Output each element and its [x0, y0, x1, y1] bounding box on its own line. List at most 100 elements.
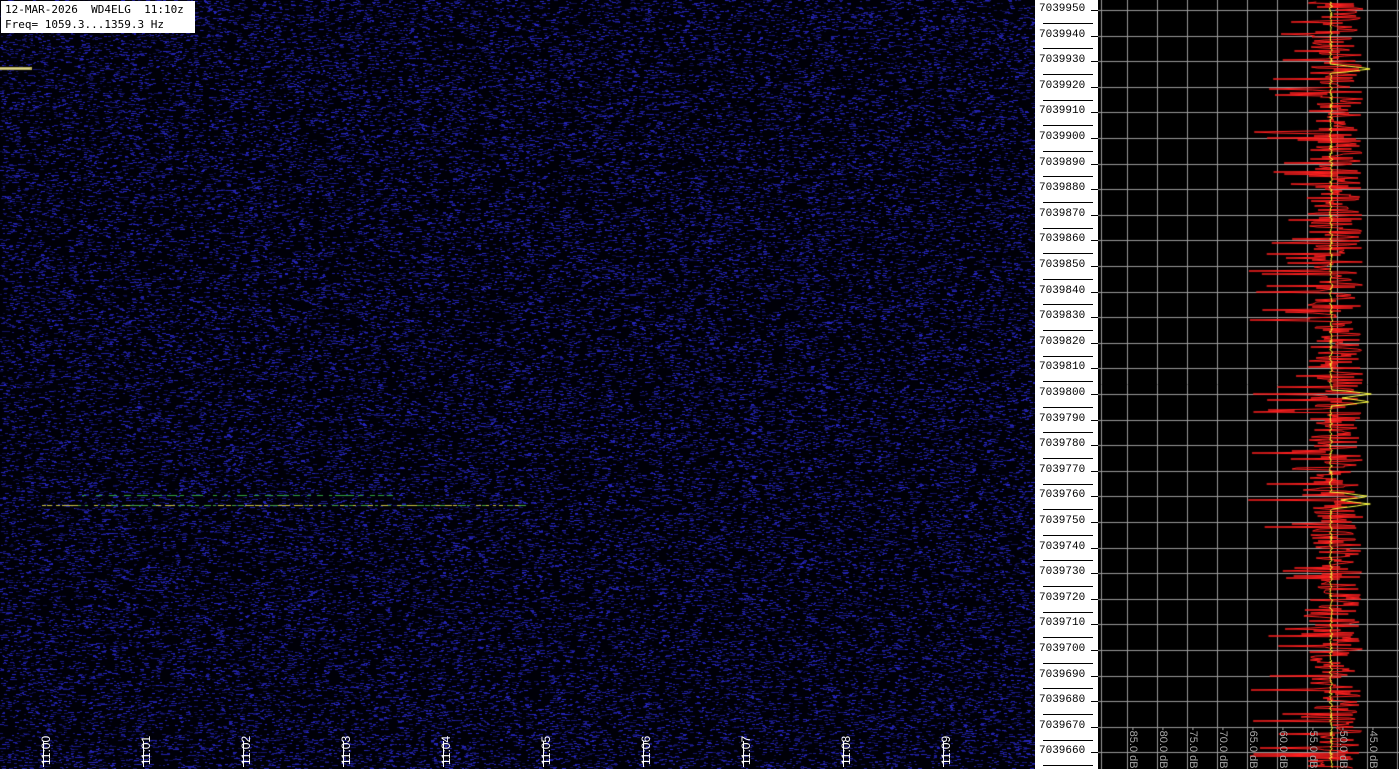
- freq-label: 7039660: [1039, 745, 1086, 758]
- freq-minor-tick: [1043, 253, 1093, 255]
- frequency-axis: 7039950 7039940 7039930 7039920 7039910 70399…: [1035, 0, 1098, 769]
- freq-label: 7039900: [1039, 131, 1086, 143]
- freq-tick: [1091, 522, 1098, 523]
- freq-label: 7039720: [1039, 591, 1086, 604]
- time-label: 11:03: [339, 735, 353, 765]
- freq-minor-tick: [1043, 662, 1093, 664]
- freq-minor-tick: [1043, 125, 1093, 127]
- freq-label: 7039890: [1039, 156, 1086, 169]
- spectrum-canvas: [1098, 0, 1399, 769]
- time-tick: [543, 741, 544, 767]
- freq-tick: [1091, 547, 1098, 549]
- freq-label: 7039680: [1039, 694, 1086, 707]
- freq-label: 7039770: [1039, 463, 1086, 476]
- freq-label: 7039950: [1039, 3, 1086, 15]
- time-tick: [143, 741, 144, 767]
- freq-minor-tick: [1043, 765, 1093, 767]
- db-label: -75.0 dB: [1187, 727, 1199, 769]
- freq-tick: [1091, 598, 1098, 600]
- freq-minor-tick: [1043, 637, 1093, 639]
- freq-minor-tick: [1043, 458, 1093, 459]
- freq-label: 7039880: [1039, 182, 1086, 195]
- waterfall-display[interactable]: 12-MAR-2026 WD4ELG 11:10z Freq= 1059.3..…: [0, 0, 1035, 769]
- db-label: -45.0 dB: [1367, 727, 1379, 769]
- freq-tick: [1091, 368, 1098, 370]
- freq-tick: [1091, 214, 1098, 216]
- freq-tick: [1091, 394, 1098, 395]
- freq-minor-tick: [1043, 534, 1093, 536]
- time-label: 11:09: [939, 735, 953, 765]
- time-tick: [343, 741, 344, 767]
- db-label: -85.0 dB: [1127, 727, 1139, 769]
- freq-tick: [1091, 163, 1098, 165]
- freq-minor-tick: [1043, 304, 1093, 306]
- freq-minor-tick: [1043, 611, 1093, 613]
- db-label: -80.0 dB: [1157, 727, 1169, 769]
- freq-label: 7039750: [1039, 515, 1086, 527]
- freq-tick: [1091, 342, 1098, 344]
- freq-tick: [1091, 419, 1098, 421]
- freq-label: 7039730: [1039, 566, 1086, 579]
- freq-tick: [1091, 61, 1098, 63]
- freq-label: 7039850: [1039, 259, 1086, 271]
- freq-tick: [1091, 317, 1098, 319]
- freq-minor-tick: [1043, 227, 1093, 229]
- time-tick: [643, 741, 644, 767]
- time-tick: [43, 741, 44, 767]
- date-callsign-time: 12-MAR-2026 WD4ELG 11:10z: [5, 3, 184, 16]
- freq-minor-tick: [1043, 355, 1093, 357]
- time-tick: [743, 741, 744, 767]
- freq-tick: [1091, 240, 1098, 242]
- time-label: 11:02: [239, 735, 253, 765]
- freq-minor-tick: [1043, 714, 1093, 715]
- db-label: -60.0 dB: [1277, 727, 1289, 769]
- time-tick: [243, 741, 244, 767]
- freq-label: 7039700: [1039, 643, 1086, 655]
- freq-label: 7039760: [1039, 489, 1086, 502]
- time-label: 11:05: [539, 735, 553, 765]
- freq-label: 7039830: [1039, 310, 1086, 323]
- freq-tick: [1091, 573, 1098, 575]
- time-tick: [943, 741, 944, 767]
- freq-minor-tick: [1043, 688, 1093, 690]
- freq-label: 7039810: [1039, 361, 1086, 374]
- freq-label: 7039740: [1039, 540, 1086, 553]
- freq-minor-tick: [1043, 99, 1093, 101]
- db-label: -70.0 dB: [1217, 727, 1229, 769]
- freq-minor-tick: [1043, 150, 1093, 152]
- freq-label: 7039820: [1039, 335, 1086, 348]
- time-label: 11:04: [439, 735, 453, 765]
- freq-minor-tick: [1043, 278, 1093, 280]
- freq-minor-tick: [1043, 406, 1093, 408]
- freq-label: 7039910: [1039, 105, 1086, 118]
- freq-minor-tick: [1043, 509, 1093, 511]
- freq-tick: [1091, 35, 1098, 37]
- time-tick: [843, 741, 844, 767]
- freq-minor-tick: [1043, 22, 1093, 24]
- freq-tick: [1091, 726, 1098, 728]
- freq-minor-tick: [1043, 432, 1093, 434]
- db-label: -50.0 dB: [1337, 727, 1349, 769]
- freq-label: 7039920: [1039, 79, 1086, 92]
- freq-minor-tick: [1043, 330, 1093, 331]
- freq-tick: [1091, 138, 1098, 139]
- freq-tick: [1091, 445, 1098, 447]
- freq-minor-tick: [1043, 381, 1093, 383]
- freq-range: Freq= 1059.3...1359.3 Hz: [5, 18, 164, 31]
- time-tick: [443, 741, 444, 767]
- freq-label: 7039930: [1039, 54, 1086, 67]
- db-label: -65.0 dB: [1247, 727, 1259, 769]
- db-label: -55.0 dB: [1307, 727, 1319, 769]
- freq-minor-tick: [1043, 202, 1093, 203]
- freq-minor-tick: [1043, 739, 1093, 741]
- time-label: 11:07: [739, 735, 753, 765]
- freq-tick: [1091, 291, 1098, 293]
- freq-label: 7039940: [1039, 28, 1086, 41]
- freq-tick: [1091, 112, 1098, 114]
- spectrum-panel: -85.0 dB -80.0 dB -75.0 dB -70.0 dB -65.0 dB…: [1098, 0, 1399, 769]
- freq-minor-tick: [1043, 586, 1093, 587]
- freq-label: 7039840: [1039, 284, 1086, 297]
- freq-label: 7039670: [1039, 719, 1086, 732]
- time-label: 11:08: [839, 735, 853, 765]
- waterfall-canvas[interactable]: [0, 0, 1035, 769]
